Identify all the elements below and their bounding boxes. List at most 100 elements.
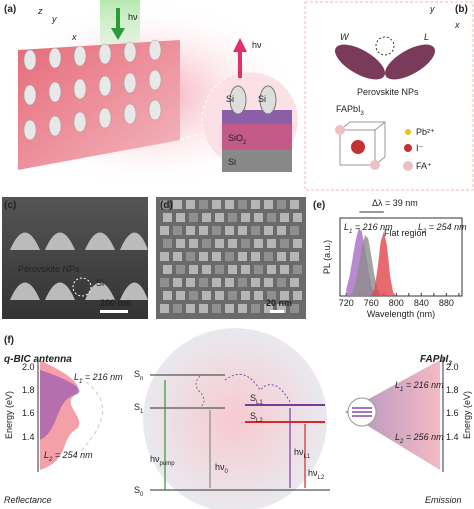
- cube: [254, 291, 263, 300]
- hvl2-label-main: hν: [308, 468, 318, 478]
- cube: [228, 291, 237, 300]
- layer-top: [222, 110, 292, 124]
- cube: [186, 278, 195, 287]
- y-tick-label: 1.4: [446, 432, 459, 442]
- crystal-label-sub: 3: [361, 111, 365, 117]
- left-footer: Reflectance: [4, 495, 52, 505]
- l2-label-main: L: [395, 432, 400, 442]
- cube: [238, 200, 247, 209]
- pump-label: hνpump: [150, 454, 175, 467]
- x-tick-label: 760: [364, 298, 379, 308]
- y-axis-label: PL (a.u.): [322, 240, 332, 274]
- cube: [290, 226, 299, 235]
- level-label-sub: 0: [140, 492, 144, 498]
- y-tick-label: 1.4: [22, 432, 35, 442]
- l2-label: L2 = 256 nm: [395, 432, 444, 445]
- si-label: Si: [226, 94, 234, 104]
- l1-label: L1 = 216 nm: [74, 372, 123, 385]
- substrate-label: Si: [228, 157, 236, 167]
- axis-label: y: [429, 4, 435, 14]
- cube: [173, 252, 182, 261]
- crystal-label: FAPbI3: [336, 104, 365, 117]
- l1-label-main: L: [395, 380, 400, 390]
- cube: [238, 252, 247, 261]
- panel-label: (d): [160, 200, 173, 211]
- transfer: [224, 373, 291, 403]
- layer-si: [222, 150, 292, 172]
- cube: [277, 278, 286, 287]
- l-label: L: [424, 32, 429, 42]
- cube: [241, 213, 250, 222]
- hv0-label: hν0: [215, 462, 229, 475]
- cube: [186, 226, 195, 235]
- axis-label: z: [37, 6, 43, 16]
- atom: [335, 125, 345, 135]
- emission-lines: [352, 407, 372, 417]
- cube: [267, 239, 276, 248]
- level-label: SL2: [250, 411, 263, 424]
- cube: [212, 278, 221, 287]
- l1-label-rest: = 216 nm: [352, 222, 393, 232]
- cube: [173, 304, 182, 313]
- right-title-main: FAPbI: [420, 354, 449, 365]
- dashed-arc: [79, 377, 103, 453]
- pillars: [23, 39, 162, 141]
- levels: [150, 374, 330, 491]
- metasurface: [18, 40, 180, 170]
- cube: [238, 304, 247, 313]
- si-label: Si: [258, 94, 266, 104]
- x-tick-label: 720: [339, 298, 354, 308]
- cube: [254, 265, 263, 274]
- cube: [160, 252, 169, 261]
- nps-label: Perovskite NPs: [18, 264, 80, 274]
- cube: [293, 291, 302, 300]
- pillar-zoom: [259, 85, 277, 115]
- level-label: SL1: [250, 393, 263, 406]
- cube: [267, 265, 276, 274]
- x-tick-label: 840: [414, 298, 429, 308]
- cube: [225, 278, 234, 287]
- cube: [241, 291, 250, 300]
- cube: [225, 200, 234, 209]
- l1-label-sub: 1: [400, 387, 403, 393]
- cube: [160, 304, 169, 313]
- cube: [251, 304, 260, 313]
- level-label-sub: n: [140, 376, 143, 382]
- cube: [163, 239, 172, 248]
- cube: [238, 278, 247, 287]
- atom: [351, 140, 365, 154]
- cube: [277, 304, 286, 313]
- l1-label-main: L: [74, 372, 79, 382]
- scale-bar: [270, 310, 284, 313]
- axis-label: x: [454, 20, 460, 30]
- pl-peak: [346, 234, 397, 296]
- cube: [225, 304, 234, 313]
- axis-label: x: [71, 32, 77, 42]
- right-footer: Emission: [425, 495, 462, 505]
- cube: [264, 252, 273, 261]
- tem-cubes: [160, 200, 302, 313]
- cube: [160, 200, 169, 209]
- cube: [264, 304, 273, 313]
- l1-label-main: L: [344, 222, 349, 232]
- cube: [176, 213, 185, 222]
- level-label-sub: 1: [140, 409, 144, 415]
- reflectance-purple: [40, 370, 80, 440]
- cube: [277, 226, 286, 235]
- cube: [160, 278, 169, 287]
- cube: [228, 239, 237, 248]
- cube: [199, 304, 208, 313]
- level-label-main: S: [134, 369, 140, 379]
- l2-label: L2 = 254 nm: [418, 222, 467, 235]
- cube: [225, 226, 234, 235]
- cube: [212, 200, 221, 209]
- si-label: Si: [96, 278, 104, 288]
- cube: [176, 239, 185, 248]
- panel-label: (b): [455, 4, 468, 15]
- oxide-label: SiO2: [228, 133, 247, 146]
- pump-label-main: hν: [150, 454, 160, 464]
- legend-label: Pb²⁺: [416, 127, 435, 137]
- cube: [173, 226, 182, 235]
- l2-label-main: L: [418, 222, 423, 232]
